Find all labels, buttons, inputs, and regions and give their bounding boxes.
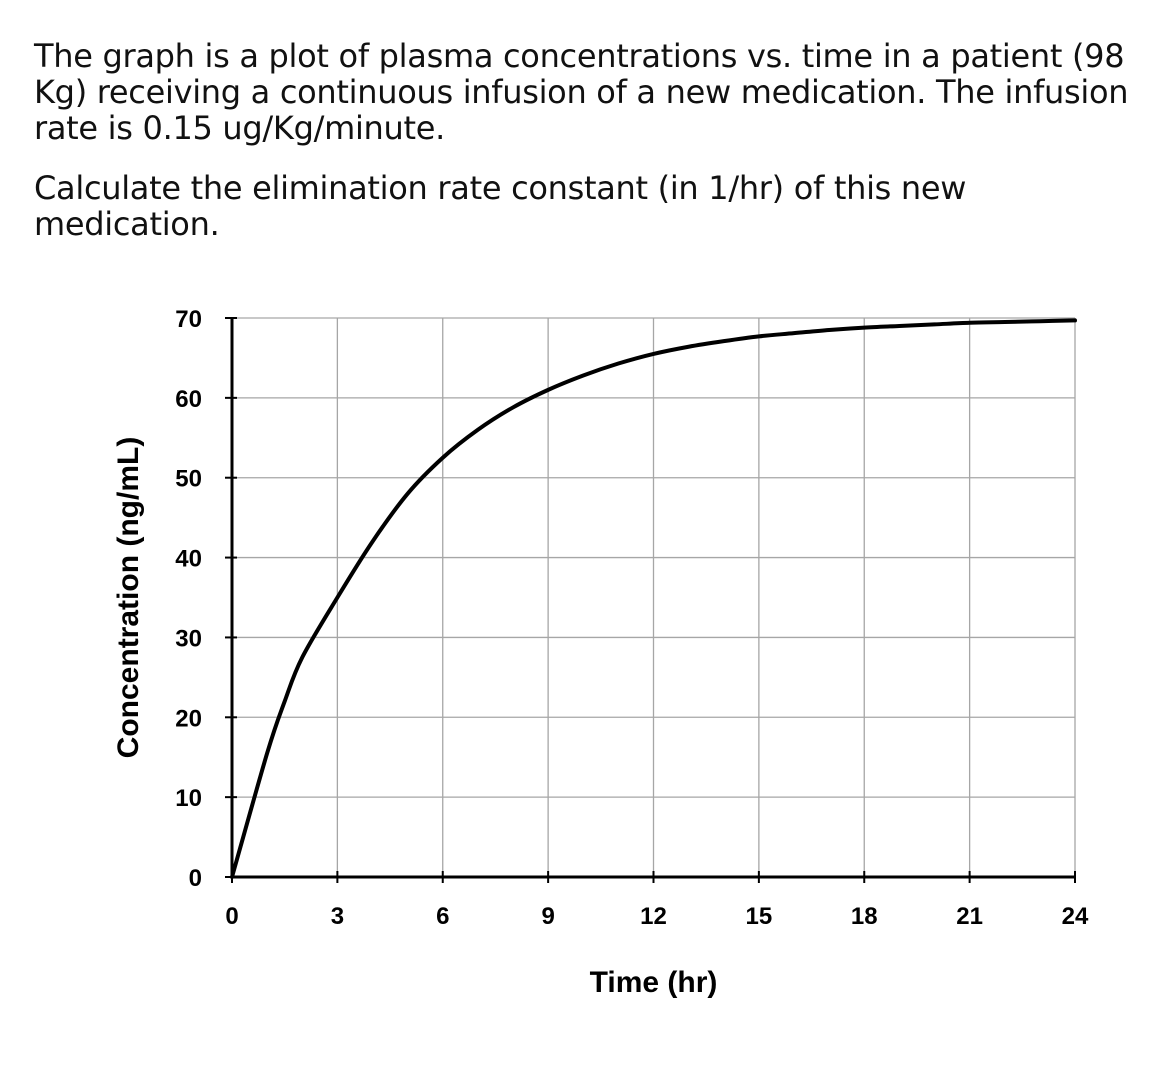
x-tick-label: 15: [746, 903, 773, 930]
x-axis-title: Time (hr): [590, 966, 718, 999]
question-paragraph-2: Calculate the elimination rate constant …: [34, 169, 967, 243]
y-tick-label: 0: [189, 865, 202, 892]
y-axis-title: Concentration (ng/mL): [112, 437, 145, 759]
x-tick-label: 21: [956, 903, 983, 930]
y-tick-label: 30: [175, 625, 202, 652]
x-tick-label: 24: [1062, 903, 1089, 930]
y-tick-label: 50: [175, 466, 202, 493]
y-tick-label: 10: [175, 785, 202, 812]
x-tick-label: 0: [225, 903, 238, 930]
x-tick-label: 9: [541, 903, 554, 930]
y-tick-label: 40: [175, 546, 202, 573]
question-text: The graph is a plot of plasma concentrat…: [34, 38, 1144, 242]
y-tick-label: 60: [175, 386, 202, 413]
question-paragraph-1: The graph is a plot of plasma concentrat…: [34, 37, 1129, 147]
x-tick-label: 6: [436, 903, 449, 930]
x-tick-label: 18: [851, 903, 878, 930]
series-layer: [230, 318, 1077, 879]
x-tick-label: 12: [640, 903, 667, 930]
axes: [225, 317, 1076, 883]
grid: [232, 317, 1076, 877]
tick-labels: 0 3 6 9 12 15 18 21 24 0 10 20 30 40 50 60 70: [175, 306, 1089, 930]
concentration-curve: [230, 318, 1077, 879]
y-tick-label: 70: [175, 306, 202, 333]
x-tick-label: 3: [331, 903, 344, 930]
y-tick-label: 20: [175, 705, 202, 732]
